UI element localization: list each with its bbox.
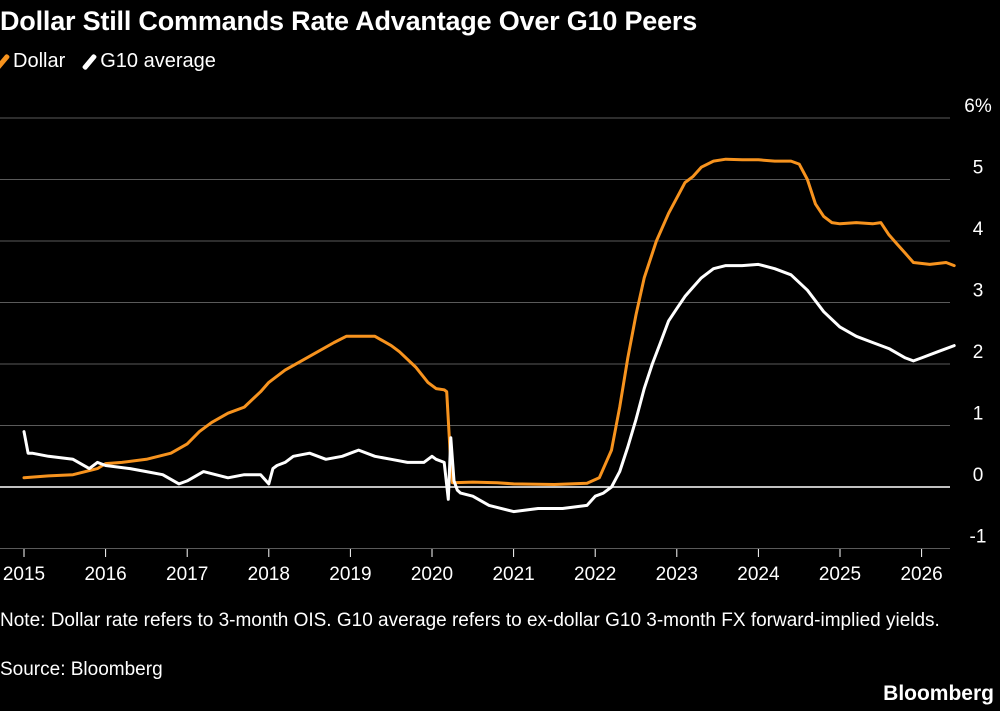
legend-item-g10: G10 average xyxy=(82,50,216,73)
y-tick-label: 4 xyxy=(973,219,984,240)
x-tick-label: 2016 xyxy=(84,564,126,585)
y-tick-label: 5 xyxy=(973,158,984,179)
y-tick-label: 1 xyxy=(973,404,984,425)
x-tick-label: 2020 xyxy=(411,564,453,585)
x-tick-label: 2026 xyxy=(900,564,942,585)
x-tick-label: 2025 xyxy=(819,564,861,585)
x-tick-label: 2019 xyxy=(329,564,371,585)
series-line-g10 xyxy=(22,262,956,514)
y-tick-label: 6% xyxy=(964,96,992,117)
x-tick-label: 2021 xyxy=(492,564,534,585)
y-tick-label: 3 xyxy=(973,281,984,302)
legend-label-g10: G10 average xyxy=(100,50,216,72)
bloomberg-logo: Bloomberg xyxy=(883,682,994,705)
x-tick-label: 2017 xyxy=(166,564,208,585)
chart-legend: Dollar G10 average xyxy=(0,50,216,73)
legend-swatch-dollar xyxy=(0,52,11,71)
y-tick-label: -1 xyxy=(970,527,987,548)
series-line-dollar xyxy=(22,157,956,486)
y-tick-label: 0 xyxy=(973,465,984,486)
legend-label-dollar: Dollar xyxy=(13,50,66,72)
legend-item-dollar: Dollar xyxy=(0,50,65,73)
line-chart: 6% 5 4 3 2 1 0 -1 2015 2016 2017 2018 2019 2020 2021 20… xyxy=(0,96,992,585)
legend-swatch-g10 xyxy=(82,52,98,71)
y-tick-label: 2 xyxy=(973,342,984,363)
x-tick-label: 2024 xyxy=(737,564,780,585)
x-tick-label: 2022 xyxy=(574,564,616,585)
chart-note: Note: Dollar rate refers to 3-month OIS.… xyxy=(0,610,940,631)
chart-source: Source: Bloomberg xyxy=(0,659,163,680)
chart-title: Dollar Still Commands Rate Advantage Ove… xyxy=(0,6,698,36)
x-tick-label: 2015 xyxy=(3,564,45,585)
x-tick-label: 2023 xyxy=(656,564,698,585)
x-tick-label: 2018 xyxy=(248,564,290,585)
